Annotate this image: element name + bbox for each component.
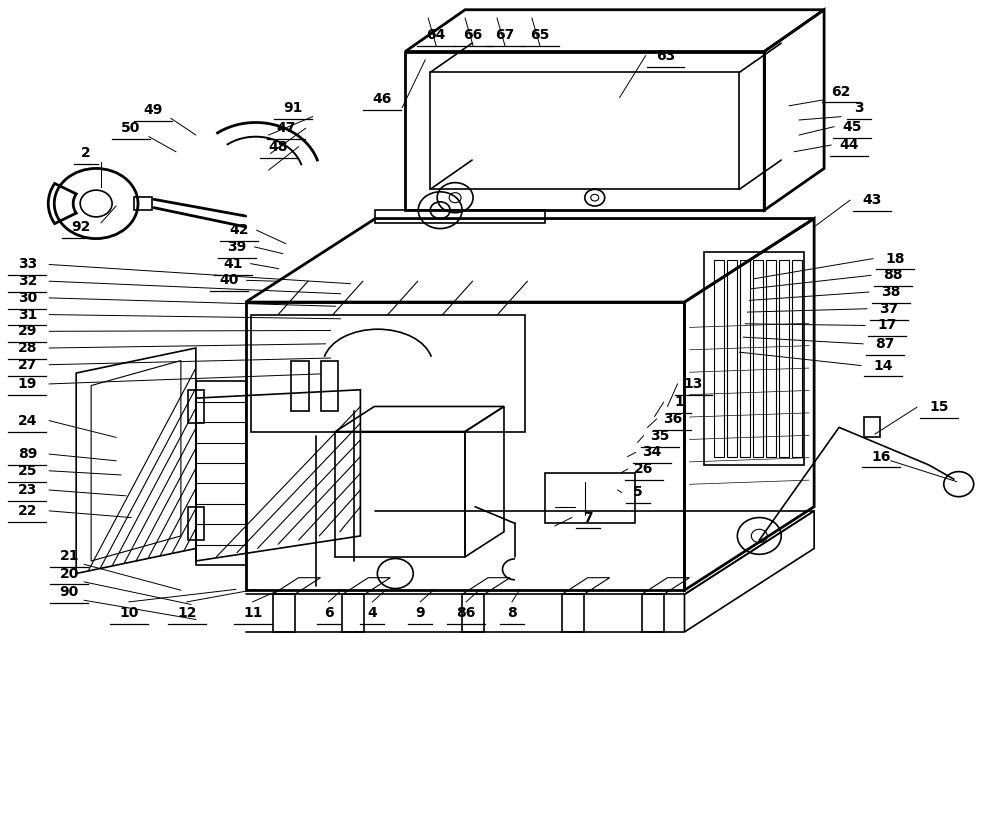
Text: 4: 4 xyxy=(367,606,377,620)
Text: 66: 66 xyxy=(463,28,483,42)
Bar xyxy=(766,261,776,457)
Text: 27: 27 xyxy=(18,358,37,372)
Text: 49: 49 xyxy=(143,103,163,117)
Text: 19: 19 xyxy=(18,377,37,391)
Text: 40: 40 xyxy=(219,273,238,287)
Text: 42: 42 xyxy=(229,223,248,237)
Text: 9: 9 xyxy=(415,606,425,620)
Bar xyxy=(753,261,763,457)
Text: 90: 90 xyxy=(60,585,79,599)
Text: 16: 16 xyxy=(871,449,891,463)
Text: 23: 23 xyxy=(18,483,37,497)
Bar xyxy=(740,261,750,457)
Bar xyxy=(562,594,584,632)
Bar xyxy=(188,390,204,423)
Bar xyxy=(342,594,364,632)
Text: 35: 35 xyxy=(650,429,669,442)
Text: 44: 44 xyxy=(839,138,859,152)
Text: 43: 43 xyxy=(862,194,882,207)
Text: 36: 36 xyxy=(663,412,682,426)
Text: 30: 30 xyxy=(18,291,37,305)
Text: 8: 8 xyxy=(507,606,517,620)
Text: 88: 88 xyxy=(883,268,903,282)
Bar xyxy=(642,594,664,632)
Bar xyxy=(792,261,802,457)
Text: 62: 62 xyxy=(831,85,851,99)
Text: 45: 45 xyxy=(842,120,862,134)
Text: 33: 33 xyxy=(18,257,37,272)
Bar xyxy=(188,507,204,541)
Text: 14: 14 xyxy=(873,359,893,373)
Text: 20: 20 xyxy=(60,566,79,581)
Text: 38: 38 xyxy=(881,285,901,299)
Text: 65: 65 xyxy=(530,28,550,42)
Text: 3: 3 xyxy=(854,101,864,116)
Bar xyxy=(714,261,724,457)
Text: 26: 26 xyxy=(634,462,653,476)
Text: 2: 2 xyxy=(81,147,91,160)
Bar xyxy=(779,261,789,457)
Text: 6: 6 xyxy=(324,606,333,620)
Text: 31: 31 xyxy=(18,308,37,322)
Bar xyxy=(727,261,737,457)
Text: 29: 29 xyxy=(18,324,37,339)
Text: 7: 7 xyxy=(583,510,593,525)
Bar xyxy=(462,594,484,632)
Text: 34: 34 xyxy=(642,446,661,459)
Bar xyxy=(134,197,152,210)
Bar xyxy=(291,360,309,411)
Text: 12: 12 xyxy=(177,606,197,620)
Bar xyxy=(273,594,295,632)
Text: 63: 63 xyxy=(656,49,675,63)
Bar xyxy=(864,417,880,437)
Text: 25: 25 xyxy=(18,463,37,478)
Text: 87: 87 xyxy=(875,337,895,351)
Text: 11: 11 xyxy=(243,606,262,620)
Bar xyxy=(320,360,338,411)
Text: 18: 18 xyxy=(885,251,905,266)
Text: 92: 92 xyxy=(71,220,91,234)
Text: 15: 15 xyxy=(929,401,949,414)
Text: 13: 13 xyxy=(684,377,703,391)
Text: 41: 41 xyxy=(223,256,242,271)
Text: 89: 89 xyxy=(18,447,37,461)
Text: 50: 50 xyxy=(121,122,141,136)
Text: 5: 5 xyxy=(633,485,642,499)
Text: 22: 22 xyxy=(18,504,37,518)
Text: 10: 10 xyxy=(119,606,139,620)
Text: 39: 39 xyxy=(227,240,246,254)
Text: 86: 86 xyxy=(456,606,476,620)
Bar xyxy=(545,473,635,524)
Text: 67: 67 xyxy=(495,28,515,42)
Text: 37: 37 xyxy=(879,302,899,316)
Text: 24: 24 xyxy=(18,414,37,427)
Text: 48: 48 xyxy=(269,140,288,153)
Text: 21: 21 xyxy=(59,549,79,563)
Text: 28: 28 xyxy=(18,341,37,355)
Text: 32: 32 xyxy=(18,274,37,288)
Text: 91: 91 xyxy=(283,101,302,116)
Text: 46: 46 xyxy=(373,92,392,106)
Text: 1: 1 xyxy=(675,396,684,409)
Text: 64: 64 xyxy=(426,28,446,42)
Text: 47: 47 xyxy=(276,122,295,136)
Text: 17: 17 xyxy=(877,318,897,333)
